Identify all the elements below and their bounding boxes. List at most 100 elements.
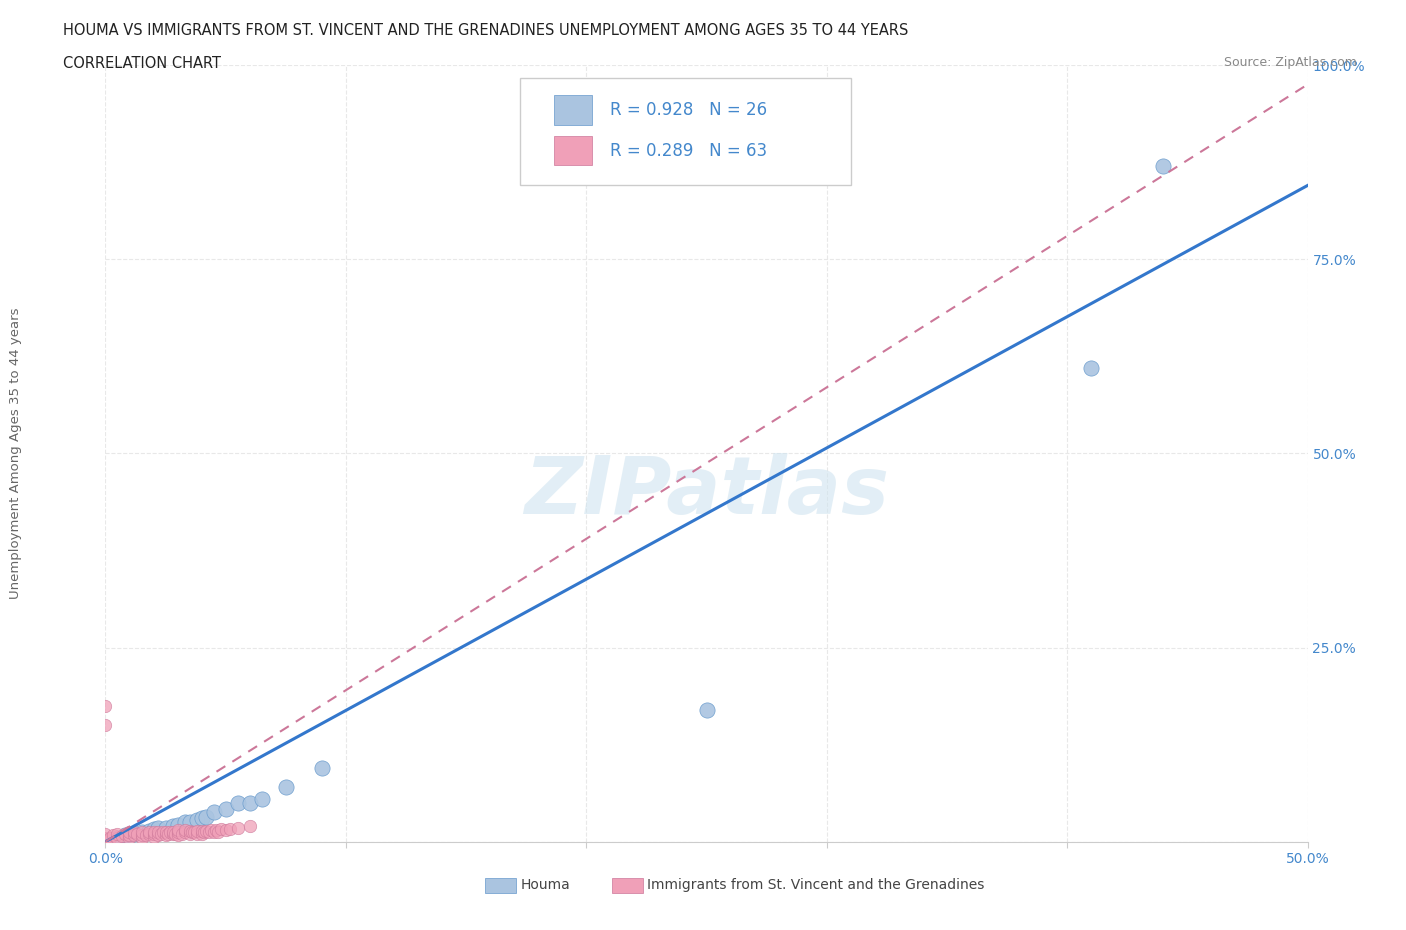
Point [250,791,273,806]
Point [142,827,165,842]
Point [148,828,170,843]
Text: Immigrants from St. Vincent and the Grenadines: Immigrants from St. Vincent and the Gren… [647,878,984,893]
Point [155,825,177,840]
Text: Houma: Houma [520,878,569,893]
Y-axis label: Unemployment Among Ages 35 to 44 years: Unemployment Among Ages 35 to 44 years [8,308,22,599]
Point [131,825,153,840]
Point [173,815,195,830]
Point [209,822,232,837]
Point [179,815,201,830]
Point [131,825,153,840]
Point [219,822,242,837]
Point [696,702,718,717]
Point [207,824,229,839]
Point [131,828,153,843]
Point [214,802,236,817]
Point [94,834,117,849]
Point [152,825,174,840]
Point [142,830,165,844]
Point [190,811,212,826]
Point [94,698,117,713]
Point [311,761,333,776]
Bar [554,136,592,166]
Point [138,824,160,839]
Point [1152,159,1174,174]
Point [155,828,177,843]
Point [166,825,188,840]
Point [239,795,262,810]
Point [156,827,179,842]
Point [226,795,249,810]
Point [125,827,148,842]
Point [274,780,297,795]
Point [195,809,218,824]
Point [142,824,165,839]
Point [94,718,117,733]
Point [173,825,195,840]
Point [195,823,218,838]
Point [155,820,177,835]
Point [107,830,129,845]
Point [124,828,146,843]
Point [200,822,222,837]
Point [179,823,201,838]
Point [181,825,204,840]
Point [190,823,212,838]
Text: R = 0.928   N = 26: R = 0.928 N = 26 [610,101,768,119]
Point [165,827,187,842]
Point [138,827,160,842]
Point [198,825,221,840]
Point [186,823,208,838]
Point [172,827,194,842]
Point [118,828,141,843]
Point [214,822,236,837]
Point [1080,361,1102,376]
Point [98,830,121,845]
Point [162,818,184,833]
Point [226,820,249,835]
Point [107,827,129,842]
Point [118,825,141,840]
Point [118,830,141,845]
Point [205,822,228,837]
Point [148,825,170,840]
Point [193,825,215,840]
Bar [554,96,592,125]
Point [202,824,225,839]
Point [239,818,262,833]
Point [166,828,188,843]
Point [118,827,141,842]
Point [166,822,188,837]
FancyBboxPatch shape [520,78,851,185]
Point [179,827,201,842]
Point [202,804,225,819]
Point [166,817,188,832]
Point [131,830,153,845]
Point [186,827,208,842]
Point [124,825,146,840]
Point [173,822,195,837]
Text: CORRELATION CHART: CORRELATION CHART [63,56,221,71]
Point [124,827,146,842]
Text: R = 0.289   N = 63: R = 0.289 N = 63 [610,141,768,160]
Point [142,822,165,837]
Text: ZIPatlas: ZIPatlas [524,453,889,531]
Point [159,825,181,840]
Point [138,823,160,838]
Point [94,830,117,845]
Point [114,827,136,842]
Text: Source: ZipAtlas.com: Source: ZipAtlas.com [1223,56,1357,69]
Point [114,828,136,843]
Point [111,829,134,844]
Point [94,827,117,842]
Point [162,827,184,842]
Point [162,824,184,839]
Point [101,828,124,843]
Point [149,827,172,842]
Point [107,830,129,845]
Point [183,824,205,839]
Point [135,828,157,843]
Text: HOUMA VS IMMIGRANTS FROM ST. VINCENT AND THE GRENADINES UNEMPLOYMENT AMONG AGES : HOUMA VS IMMIGRANTS FROM ST. VINCENT AND… [63,23,908,38]
Point [186,813,208,828]
Point [148,820,170,835]
